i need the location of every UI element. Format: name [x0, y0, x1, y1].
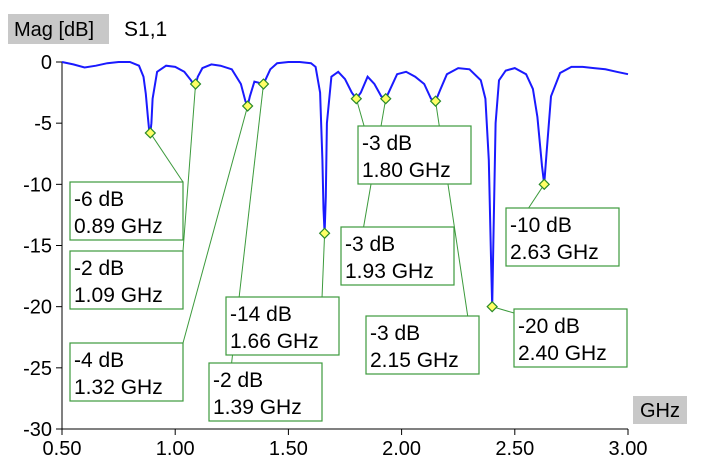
- callout-db-label: -3 dB: [362, 132, 412, 155]
- callout-box: -14 dB 1.66 GHz: [225, 296, 340, 356]
- callout-box: -4 dB 1.32 GHz: [69, 342, 184, 402]
- callout-db-label: -14 dB: [230, 303, 292, 326]
- callout-box: -2 dB 1.09 GHz: [69, 250, 184, 310]
- callout-db-label: -3 dB: [370, 322, 420, 345]
- marker-point: [241, 100, 254, 112]
- callout-db-label: -10 dB: [510, 214, 572, 237]
- callout-leaders: [149, 83, 545, 364]
- marker-point: [486, 300, 498, 313]
- callout-freq-label: 2.40 GHz: [518, 342, 607, 365]
- marker-points: [144, 78, 551, 313]
- x-ticks: 0.50 1.00 1.50 2.00 2.50 3.00: [43, 429, 648, 460]
- y-tick-label: -30: [23, 419, 52, 441]
- y-tick-label: -5: [34, 113, 52, 135]
- callout-frame: [340, 226, 455, 286]
- marker-point: [257, 78, 270, 90]
- callout-leader: [182, 83, 197, 252]
- callout-box: -2 dB 1.39 GHz: [208, 362, 323, 422]
- marker-point: [350, 92, 363, 105]
- callout-db-label: -2 dB: [74, 257, 124, 280]
- callout-db-label: -3 dB: [345, 233, 395, 256]
- x-tick-label: 2.50: [495, 438, 534, 460]
- marker-point: [144, 127, 157, 139]
- callout-db-label: -4 dB: [74, 349, 124, 372]
- callout-freq-label: 1.09 GHz: [74, 284, 163, 307]
- marker-point: [538, 178, 551, 191]
- marker-point: [379, 92, 392, 105]
- y-tick-label: -20: [23, 297, 52, 319]
- callout-frame: [69, 250, 184, 310]
- callout-leader: [528, 184, 545, 209]
- callout-box: -10 dB 2.63 GHz: [505, 207, 620, 267]
- callout-frame: [225, 296, 340, 356]
- marker-point: [189, 78, 202, 90]
- callout-freq-label: 2.15 GHz: [370, 349, 459, 372]
- y-ticks: 0 -5 -10 -15 -20 -25 -30: [23, 52, 62, 441]
- x-tick-label: 3.00: [609, 438, 648, 460]
- chart-title: S1,1: [124, 18, 167, 41]
- callout-freq-label: 1.93 GHz: [345, 260, 434, 283]
- callout-leader: [149, 132, 184, 183]
- callout-freq-label: 1.32 GHz: [74, 376, 163, 399]
- xlabel: GHz: [640, 400, 680, 422]
- xlabel-group: GHz: [633, 396, 687, 424]
- callouts: -6 dB0.89 GHz-2 dB1.09 GHz-4 dB1.32 GHz -…: [69, 125, 628, 422]
- callout-freq-label: 1.39 GHz: [213, 396, 302, 419]
- xlabel-background: [633, 396, 687, 424]
- callout-leader: [321, 233, 326, 298]
- callout-frame: [357, 125, 472, 185]
- callout-frame: [505, 207, 620, 267]
- callout-freq-label: 1.80 GHz: [362, 159, 451, 182]
- callout-box: -6 dB 0.89 GHz: [69, 181, 184, 241]
- callout-freq-label: 1.66 GHz: [230, 330, 319, 353]
- ylabel-background: [8, 14, 109, 44]
- callout-db-label: -6 dB: [74, 188, 124, 211]
- y-tick-label: -10: [23, 174, 52, 196]
- callout-frame: [69, 181, 184, 241]
- x-tick-label: 1.00: [156, 438, 195, 460]
- callout-frame: [365, 315, 480, 375]
- callout-db-label: -20 dB: [518, 315, 580, 338]
- callout-box: -3 dB 1.93 GHz: [340, 226, 455, 286]
- callout-box: -3 dB 2.15 GHz: [365, 315, 480, 375]
- callout-freq-label: 0.89 GHz: [74, 215, 163, 238]
- y-tick-label: -15: [23, 236, 52, 258]
- marker-point: [318, 227, 331, 240]
- series-line: [61, 61, 629, 307]
- x-tick-label: 2.00: [382, 438, 421, 460]
- x-tick-label: 1.50: [269, 438, 308, 460]
- callout-freq-label: 2.63 GHz: [510, 241, 599, 264]
- callout-box: -20 dB 2.40 GHz: [513, 308, 628, 368]
- ylabel: Mag [dB]: [14, 19, 94, 41]
- y-tick-label: -25: [23, 358, 52, 380]
- callout-frame: [513, 308, 628, 368]
- ylabel-group: Mag [dB]: [8, 14, 109, 44]
- chart-title-sub: 1,1: [138, 18, 167, 41]
- callout-frame: [69, 342, 184, 402]
- callout-box: -3 dB 1.80 GHz: [357, 125, 472, 185]
- marker-point: [429, 95, 442, 107]
- chart-title-main: S: [124, 18, 138, 41]
- x-tick-label: 0.50: [43, 438, 82, 460]
- callout-frame: [208, 362, 323, 422]
- y-tick-label: 0: [41, 52, 52, 74]
- callout-leader: [182, 105, 249, 344]
- callout-db-label: -2 dB: [213, 369, 263, 392]
